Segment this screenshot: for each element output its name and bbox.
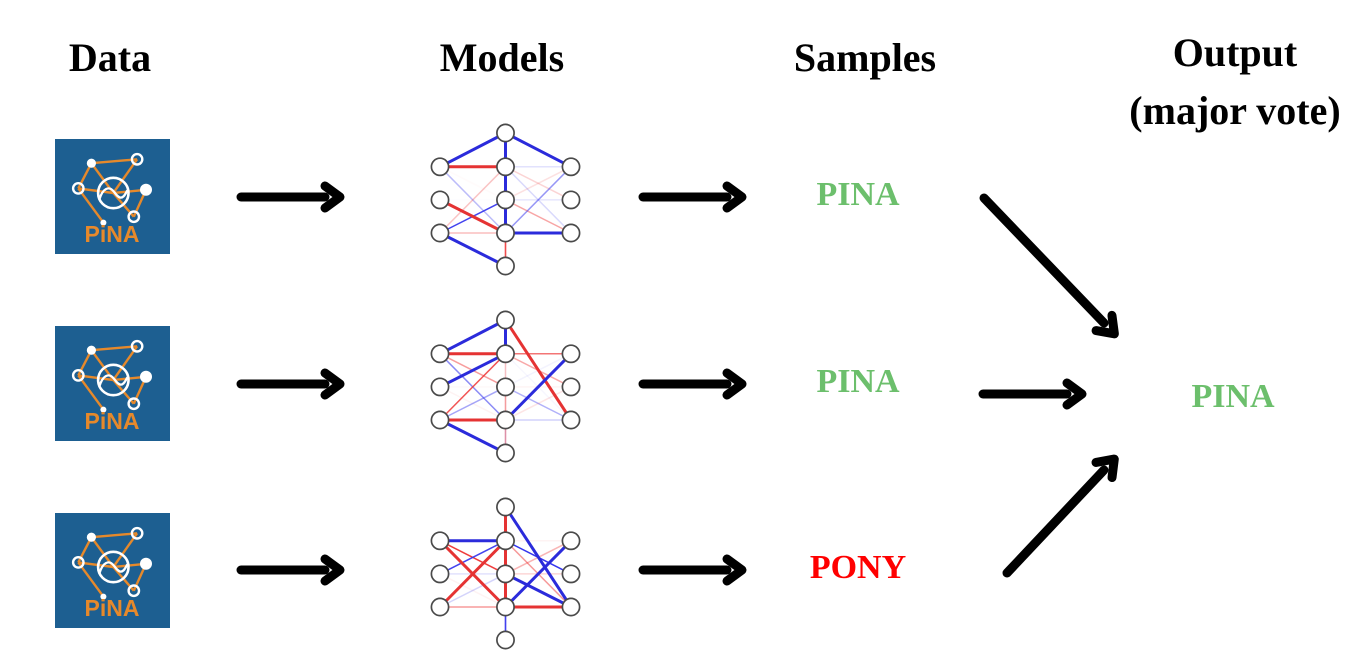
svg-text:PiNA: PiNA xyxy=(85,408,140,434)
svg-text:PiNA: PiNA xyxy=(85,221,140,247)
svg-text:PiNA: PiNA xyxy=(85,595,140,621)
